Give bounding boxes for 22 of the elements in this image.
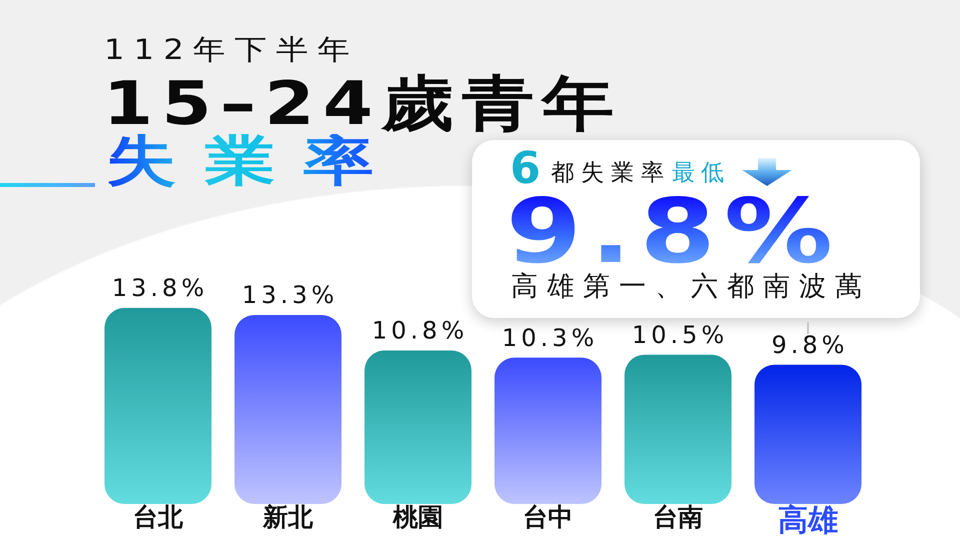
text: 高雄第一、六都南波萬: [511, 271, 871, 302]
x-tick-label: 台北: [133, 502, 184, 532]
data-label: 10.5%: [632, 320, 728, 349]
bar: [364, 350, 472, 504]
bar: [754, 364, 862, 504]
data-label: 10.3%: [502, 324, 598, 352]
text: 都失業率: [551, 160, 671, 186]
data-label: 10.8%: [372, 316, 468, 345]
data-label: 13.8%: [112, 274, 208, 302]
x-tick-label: 高雄: [778, 502, 838, 538]
text: 最低: [672, 160, 730, 186]
data-label: 13.3%: [242, 281, 338, 310]
x-tick-label: 台南: [653, 502, 703, 532]
x-tick-label: 桃園: [392, 502, 443, 532]
bar: [234, 314, 342, 504]
text: 112年下半年: [104, 33, 359, 66]
bar: [624, 354, 732, 504]
x-tick-label: 台中: [523, 502, 573, 532]
data-label: 9.8%: [772, 330, 848, 359]
bar: [494, 358, 602, 504]
bar: [104, 308, 212, 504]
x-tick-label: 新北: [262, 502, 314, 532]
